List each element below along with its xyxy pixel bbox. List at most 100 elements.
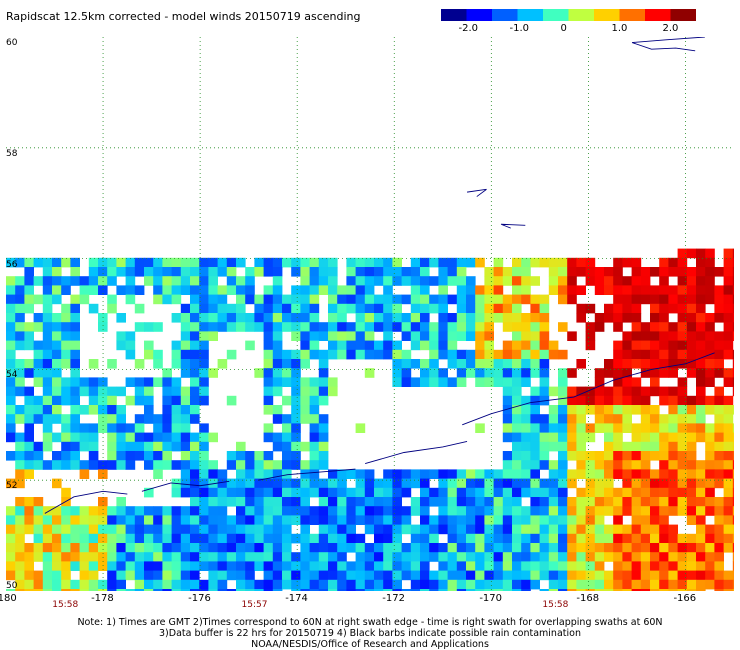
wind-cell: [640, 368, 651, 378]
wind-cell: [530, 579, 540, 590]
wind-cell: [199, 340, 209, 351]
wind-cell: [144, 552, 154, 562]
wind-cell: [328, 294, 338, 305]
wind-cell: [604, 469, 614, 479]
wind-cell: [429, 257, 439, 268]
wind-cell: [15, 524, 25, 535]
wind-cell: [263, 359, 274, 369]
wind-cell: [567, 294, 577, 305]
wind-cell: [530, 368, 540, 378]
wind-cell: [659, 506, 669, 516]
wind-cell: [364, 276, 375, 286]
wind-cell: [447, 257, 458, 268]
wind-cell: [732, 552, 734, 562]
wind-cell: [530, 451, 540, 461]
wind-cell: [24, 589, 34, 591]
wind-cell: [640, 405, 651, 415]
wind-cell: [190, 533, 200, 544]
wind-cell: [539, 386, 550, 397]
wind-cell: [144, 506, 154, 516]
wind-cell: [622, 276, 632, 286]
wind-cell: [447, 561, 458, 571]
wind-cell: [438, 524, 448, 535]
wind-cell: [696, 294, 706, 305]
wind-cell: [134, 579, 145, 590]
wind-cell: [364, 497, 375, 507]
wind-cell: [134, 451, 145, 461]
wind-cell: [493, 570, 504, 581]
wind-cell: [677, 414, 688, 424]
wind-cell: [42, 303, 53, 314]
wind-cell: [162, 451, 172, 461]
wind-cell: [585, 322, 596, 332]
wind-cell: [383, 533, 393, 544]
wind-cell: [263, 368, 274, 378]
wind-cell: [438, 368, 448, 378]
wind-cell: [61, 285, 71, 295]
wind-cell: [705, 405, 715, 415]
wind-cell: [217, 322, 228, 332]
wind-cell: [456, 497, 467, 507]
wind-cell: [208, 497, 218, 507]
wind-cell: [594, 570, 605, 581]
wind-cell: [585, 257, 596, 268]
wind-cell: [512, 515, 522, 525]
wind-cell: [594, 478, 605, 489]
wind-cell: [631, 497, 642, 507]
wind-cell: [640, 276, 651, 286]
wind-cell: [282, 579, 292, 590]
wind-cell: [33, 377, 44, 387]
wind-cell: [732, 359, 734, 369]
wind-cell: [162, 377, 172, 387]
wind-cell: [309, 579, 320, 590]
wind-cell: [668, 331, 678, 341]
wind-cell: [199, 432, 209, 443]
wind-cell: [705, 377, 715, 387]
wind-cell: [686, 248, 697, 259]
wind-cell: [245, 533, 255, 544]
wind-cell: [466, 257, 476, 268]
wind-cell: [263, 552, 274, 562]
wind-cell: [622, 313, 632, 323]
wind-cell: [723, 405, 734, 415]
wind-cell: [42, 423, 53, 433]
wind-cell: [456, 257, 467, 268]
wind-cell: [677, 423, 688, 433]
wind-cell: [116, 552, 126, 562]
wind-cell: [144, 441, 154, 452]
wind-cell: [585, 478, 596, 489]
wind-cell: [631, 451, 642, 461]
wind-cell: [374, 579, 384, 590]
wind-cell: [723, 524, 734, 535]
wind-cell: [125, 331, 136, 341]
wind-cell: [190, 285, 200, 295]
wind-cell: [686, 533, 697, 544]
wind-cell: [732, 543, 734, 553]
wind-cell: [668, 451, 678, 461]
wind-cell: [659, 432, 669, 443]
wind-cell: [484, 478, 494, 489]
wind-cell: [337, 552, 347, 562]
wind-cell: [24, 497, 34, 507]
wind-cell: [116, 451, 126, 461]
wind-cell: [576, 552, 586, 562]
wind-cell: [512, 460, 522, 470]
wind-cell: [567, 552, 577, 562]
wind-cell: [309, 276, 320, 286]
wind-cell: [401, 313, 412, 323]
wind-cell: [705, 248, 715, 259]
wind-cell: [622, 386, 632, 397]
wind-cell: [585, 386, 596, 397]
wind-cell: [236, 469, 246, 479]
wind-cell: [530, 441, 540, 452]
wind-cell: [613, 570, 623, 581]
wind-cell: [328, 487, 338, 498]
wind-cell: [245, 543, 255, 553]
wind-cell: [732, 441, 734, 452]
wind-cell: [705, 257, 715, 268]
wind-cell: [650, 533, 660, 544]
wind-cell: [686, 303, 697, 314]
wind-cell: [530, 303, 540, 314]
wind-cell: [613, 386, 623, 397]
wind-cell: [576, 589, 586, 591]
